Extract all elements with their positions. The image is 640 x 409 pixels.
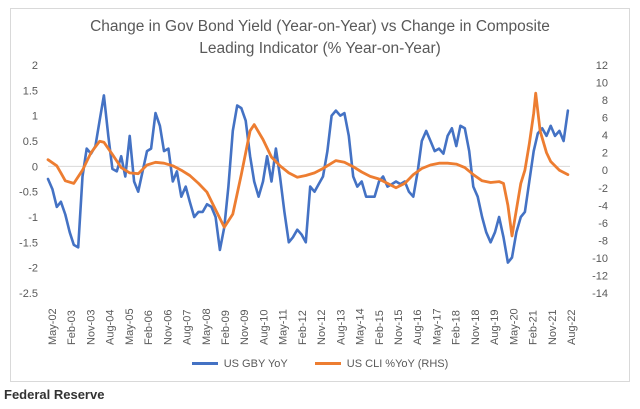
x-tick-label: Aug-13 [335,310,347,345]
legend-label-gby: US GBY YoY [223,357,288,370]
right-tick-label: 8 [602,95,608,107]
x-tick-label: May-11 [278,309,290,345]
x-tick-label: Feb-06 [143,310,155,345]
left-tick-label: -1.5 [19,237,38,249]
x-tick-label: May-02 [47,308,59,345]
x-tick-label: Aug-19 [489,310,501,345]
x-tick-label: Nov-09 [239,310,251,345]
x-tick-label: May-17 [431,308,443,345]
x-tick-label: Nov-18 [470,310,482,345]
chart-title-line-1: Change in Gov Bond Yield (Year-on-Year) … [90,18,550,35]
right-tick-label: 12 [596,60,608,72]
x-tick-label: Aug-04 [105,310,117,345]
right-tick-label: -10 [592,253,608,265]
x-tick-label: Feb-21 [528,310,540,345]
source-label: Federal Reserve [4,387,105,402]
left-tick-label: -0.5 [19,187,38,199]
right-tick-label: 4 [602,130,608,142]
right-tick-label: -8 [598,235,608,247]
chart-title-line-2: Leading Indicator (% Year-on-Year) [199,40,441,57]
left-tick-label: -1 [28,212,38,224]
x-tick-label: May-08 [201,308,213,345]
x-tick-label: Feb-12 [297,310,309,345]
x-tick-label: Nov-03 [85,310,97,345]
x-tick-label: Nov-06 [162,310,174,345]
x-tick-label: May-20 [508,308,520,345]
left-tick-label: 2 [32,60,38,72]
legend-item-gby: US GBY YoY [191,357,288,370]
x-tick-label: Aug-16 [412,310,424,345]
left-tick-label: 0.5 [23,136,38,148]
x-tick-label: Feb-09 [220,310,232,345]
series-line-us-cli [46,91,570,238]
left-tick-label: 0 [32,161,38,173]
right-tick-label: 2 [602,148,608,160]
x-tick-label: Aug-07 [182,310,194,345]
x-tick-label: Feb-03 [66,310,78,345]
x-tick-label: May-05 [124,308,136,345]
legend-swatch-orange [314,362,341,365]
series-lines [46,91,570,264]
left-y-axis: 2 1.5 1 0.5 0 -0.5 -1 -1.5 -2 -2.5 [19,60,38,300]
right-tick-label: -14 [592,288,608,300]
x-tick-label: Aug-10 [258,310,270,345]
x-tick-label: Feb-18 [451,310,463,345]
legend-swatch-blue [191,362,218,365]
right-tick-label: 10 [596,78,608,90]
x-tick-label: Nov-12 [316,310,328,345]
right-tick-label: -12 [592,270,608,282]
right-tick-label: -2 [598,183,608,195]
legend-item-cli: US CLI %YoY (RHS) [314,357,449,370]
x-tick-label: Feb-15 [374,310,386,345]
legend-label-cli: US CLI %YoY (RHS) [346,357,449,370]
left-tick-label: 1.5 [23,85,38,97]
left-tick-label: 1 [32,111,38,123]
left-tick-label: -2 [28,263,38,275]
right-tick-label: 6 [602,113,608,125]
right-tick-label: 0 [602,165,608,177]
x-tick-label: May-14 [355,308,367,345]
right-tick-label: -6 [598,218,608,230]
left-tick-label: -2.5 [19,288,38,300]
x-tick-label: Aug-22 [566,310,578,345]
x-axis: May-02 Feb-03 Nov-03 Aug-04 May-05 Feb-06 Nov-… [47,308,578,345]
series-line-us-gby [46,94,570,264]
right-y-axis: 12 10 8 6 4 2 0 -2 -4 -6 -8 -10 -12 -14 [592,60,608,300]
x-tick-label: Nov-15 [393,310,405,345]
chart-legend: US GBY YoY US CLI %YoY (RHS) [0,356,640,370]
x-tick-label: Nov-21 [547,310,559,345]
right-tick-label: -4 [598,200,608,212]
